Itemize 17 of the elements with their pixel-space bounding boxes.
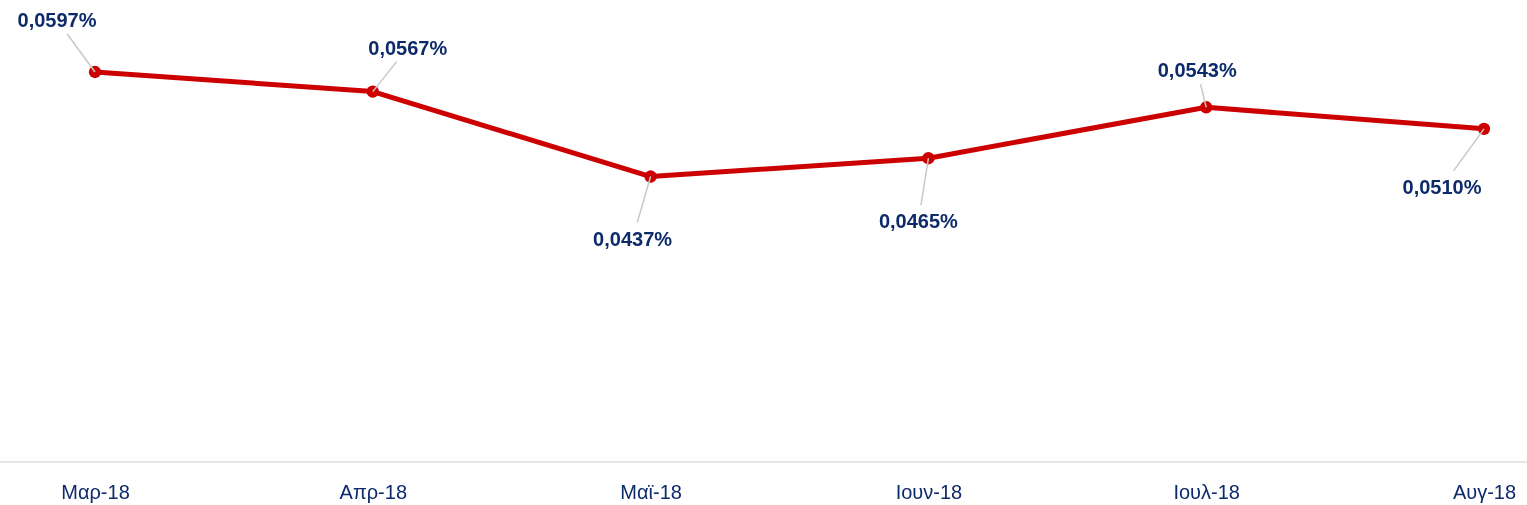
point [88, 65, 102, 79]
data-label: 0,0465% [878, 210, 959, 233]
data-label: 0,0437% [593, 227, 673, 250]
x-tick-label: Μαϊ-18 [620, 481, 682, 503]
point [1477, 122, 1491, 135]
data-label: 0,0510% [1402, 175, 1482, 198]
data-label: 0,0597% [17, 9, 97, 31]
x-tick-label: Ιουν-18 [895, 481, 963, 503]
data-label: 0,0543% [1157, 59, 1237, 82]
x-tick-label: Αυγ-18 [1452, 481, 1517, 503]
point [922, 152, 935, 165]
point [644, 170, 657, 183]
x-tick-label: Απρ-18 [339, 481, 408, 503]
x-tick-label: Ιουλ-18 [1173, 481, 1240, 503]
data-label: 0,0567% [368, 36, 448, 59]
point [366, 85, 379, 98]
x-tick-label: Μαρ-18 [61, 481, 130, 503]
